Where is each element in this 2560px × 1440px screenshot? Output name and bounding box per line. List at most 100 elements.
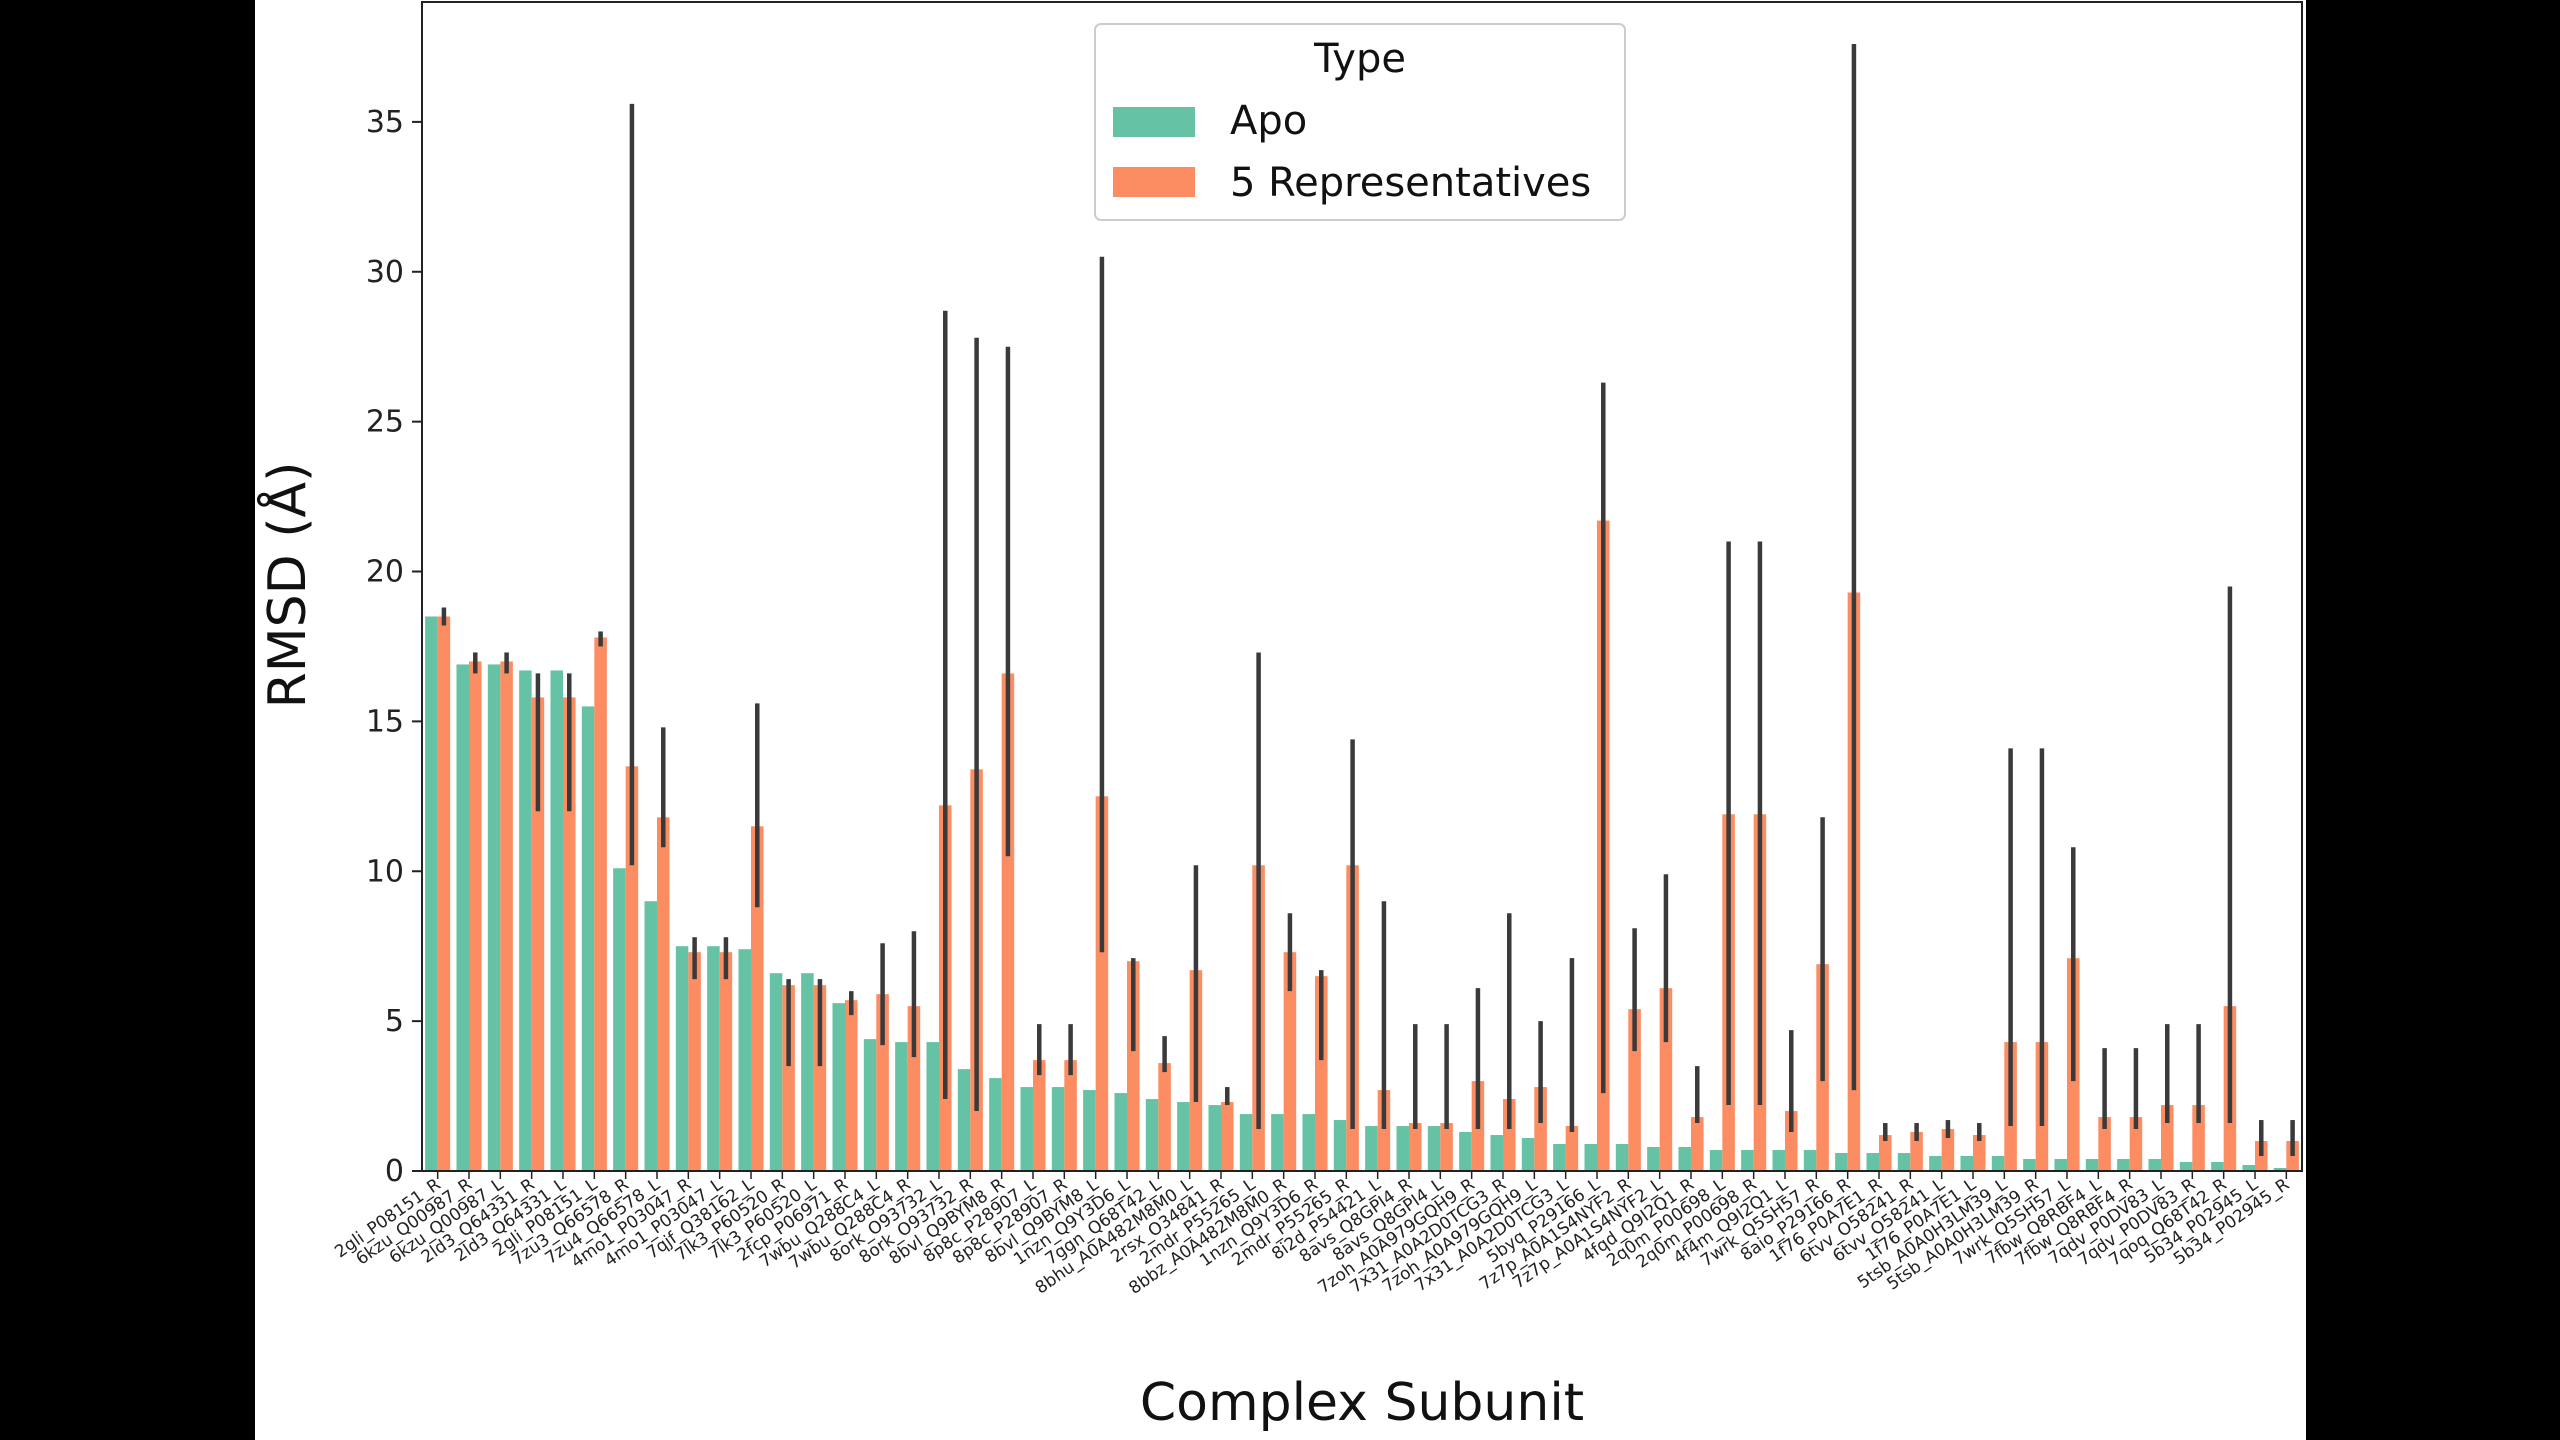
bar-representatives [845,1000,858,1171]
bar-apo [1208,1105,1221,1171]
bar-apo [2242,1165,2255,1171]
legend-swatch-apo [1113,107,1195,137]
legend-title: Type [1313,36,1406,82]
bar-representatives [1534,1087,1547,1171]
bar-representatives [1158,1063,1171,1171]
bar-apo [1991,1156,2005,1171]
y-tick-label: 10 [366,854,404,889]
legend-swatch-representatives [1113,167,1195,197]
y-tick-label: 35 [366,105,404,140]
bar-representatives [2161,1105,2174,1171]
bar-representatives [751,826,764,1171]
y-axis: 0 5 10 15 20 25 30 35 [366,2,423,1189]
bar-representatives [1503,1099,1516,1171]
bar-apo [1333,1120,1347,1171]
bar-apo [1647,1147,1660,1171]
bar-representatives [1565,1126,1579,1171]
bar-apo [1114,1093,1127,1171]
bar-apo [1271,1114,1284,1171]
error-bars-layer [441,43,2295,1157]
x-axis-title: Complex Subunit [1140,1373,1584,1433]
bar-apo [1020,1087,1033,1171]
bar-apo [863,1039,877,1171]
bar-representatives [563,697,576,1171]
bar-apo [1396,1126,1409,1171]
bar-apo [1803,1150,1817,1171]
y-tick-label: 5 [385,1004,404,1039]
bar-apo [1302,1114,1315,1171]
bar-representatives [907,1006,921,1171]
bar-apo [550,670,563,1171]
bar-representatives [1095,796,1109,1171]
bar-representatives [876,994,889,1171]
bar-apo [832,1003,845,1171]
y-tick-label: 25 [366,405,404,440]
bar-apo [1615,1144,1629,1171]
bar-representatives [437,616,451,1171]
bar-representatives [1033,1060,1046,1171]
bar-apo [1459,1132,1472,1171]
bar-representatives [1440,1123,1453,1171]
bar-apo [1741,1150,1754,1171]
bar-apo [957,1069,971,1171]
bar-representatives [1283,952,1297,1171]
bar-apo [2148,1159,2161,1171]
bar-apo [456,664,469,1171]
y-tick-label: 15 [366,704,404,739]
bar-representatives [531,697,545,1171]
bar-representatives [2192,1105,2205,1171]
bar-apo [1051,1087,1065,1171]
legend-label-representatives: 5 Representatives [1230,160,1591,206]
bar-representatives [469,661,482,1171]
bar-apo [738,949,751,1171]
bar-apo [1521,1138,1535,1171]
legend: Type Apo 5 Representatives [1094,23,1626,221]
bar-apo [1866,1153,1879,1171]
y-axis-title: RMSD (Å) [256,462,318,709]
bar-representatives [782,985,795,1171]
bar-apo [1897,1153,1911,1171]
bar-representatives [2098,1117,2111,1171]
bar-apo [581,706,595,1171]
bar-representatives [594,637,607,1171]
bars-layer [425,520,2299,1171]
bar-apo [1835,1153,1848,1171]
bar-representatives [500,661,513,1171]
bar-apo [1929,1156,1942,1171]
bar-representatives [1315,976,1328,1171]
bar-representatives [1659,988,1673,1171]
bar-representatives [688,952,701,1171]
bar-apo [801,973,814,1171]
bar-apo [1145,1099,1159,1171]
bar-apo [2054,1159,2067,1171]
bar-representatives [1973,1135,1986,1171]
bar-apo [769,973,783,1171]
bar-apo [613,868,626,1171]
bar-apo [487,664,501,1171]
bar-apo [2179,1162,2193,1171]
bar-apo [1239,1114,1253,1171]
bar-apo [1553,1144,1566,1171]
bar-apo [1772,1150,1785,1171]
bar-apo [1584,1144,1597,1171]
bar-apo [895,1042,908,1171]
bar-representatives [2286,1141,2299,1171]
bar-representatives [1221,1102,1234,1171]
y-tick-label: 30 [366,255,404,290]
bar-representatives [1785,1111,1798,1171]
bar-representatives [625,766,639,1171]
bar-representatives [1377,1090,1391,1171]
bar-representatives [1064,1060,1077,1171]
bar-representatives [2255,1141,2268,1171]
bar-apo [2085,1159,2099,1171]
bar-apo [1490,1135,1503,1171]
bar-apo [425,616,438,1171]
bar-representatives [657,817,670,1171]
bar-representatives [1409,1123,1422,1171]
bar-apo [1960,1156,1973,1171]
y-tick-label: 20 [366,555,404,590]
bar-representatives [1941,1129,1955,1171]
bar-apo [1083,1090,1096,1171]
